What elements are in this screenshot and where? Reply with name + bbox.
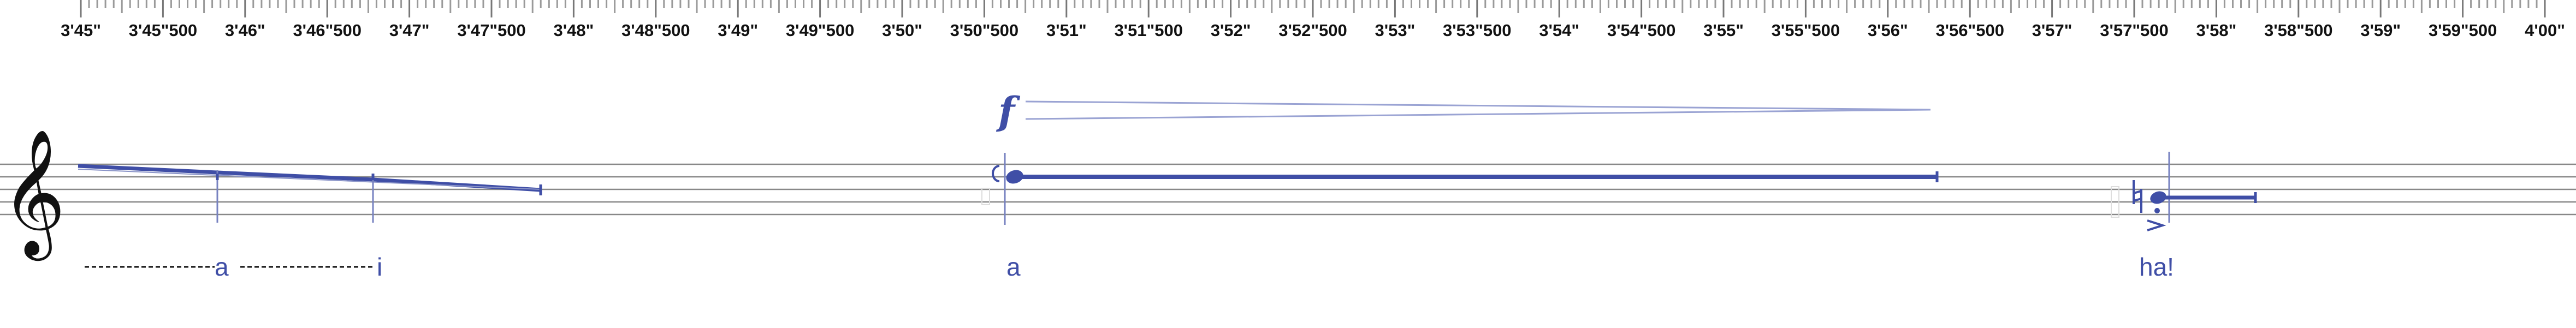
ruler-labels: 3'45" 3'45"500 3'46" 3'46"500 3'47" 3'47"500 3… xyxy=(61,21,2565,40)
ruler-label: 3'54" xyxy=(1539,21,1579,40)
glissando-shadow xyxy=(78,169,541,190)
ruler-label: 3'48" xyxy=(554,21,594,40)
ruler-label: 3'48"500 xyxy=(621,21,690,40)
ruler-label: 3'51"500 xyxy=(1114,21,1183,40)
ruler-label: 3'45" xyxy=(61,21,101,40)
ruler-label: 3'57"500 xyxy=(2100,21,2169,40)
hairpin-line xyxy=(1025,109,1931,120)
note-group-1[interactable]: a i xyxy=(78,164,542,281)
lyric-syllable: a xyxy=(215,253,229,281)
staff xyxy=(0,163,2576,216)
ruler-label: 3'56" xyxy=(1868,21,1908,40)
note-head xyxy=(1006,170,1023,184)
note-head xyxy=(2150,191,2166,204)
ruler-label: 3'52" xyxy=(1211,21,1251,40)
ruler-label: 3'47"500 xyxy=(457,21,526,40)
grace-bracket xyxy=(981,188,990,205)
ruler-label: 3'49"500 xyxy=(786,21,855,40)
note-group-2[interactable]: a xyxy=(981,153,1939,281)
ruler-label: 3'58" xyxy=(2196,21,2237,40)
ruler-label: 3'46"500 xyxy=(293,21,362,40)
staccato-dot xyxy=(2154,208,2160,213)
time-ruler: 3'45" 3'45"500 3'46" 3'46"500 3'47" 3'47"500 3… xyxy=(61,0,2565,40)
ruler-label: 3'57" xyxy=(2032,21,2072,40)
ruler-label: 3'52"500 xyxy=(1278,21,1347,40)
accent-icon xyxy=(2147,219,2166,231)
ruler-label: 3'50" xyxy=(882,21,922,40)
forte-dynamic: f xyxy=(996,88,1021,134)
ruler-label: 3'59"500 xyxy=(2429,21,2497,40)
ruler-label: 3'47" xyxy=(389,21,430,40)
natural-sign-icon xyxy=(2133,180,2142,213)
grace-bracket xyxy=(2111,186,2119,218)
ruler-label: 3'56"500 xyxy=(1935,21,2004,40)
lyric-syllable: a xyxy=(1006,253,1021,281)
ruler-label: 3'46" xyxy=(225,21,265,40)
ruler-label: 3'53" xyxy=(1375,21,1416,40)
hairpin-line xyxy=(1025,100,1931,111)
lyric-syllable: ha! xyxy=(2139,253,2174,281)
ruler-label: 3'45"500 xyxy=(129,21,198,40)
dynamic-marking[interactable]: f xyxy=(996,88,1931,134)
ruler-ticks xyxy=(80,0,2546,17)
treble-clef-icon: 𝄞 xyxy=(1,128,66,261)
ruler-label: 3'59" xyxy=(2360,21,2401,40)
ruler-label: 3'49" xyxy=(718,21,758,40)
ruler-label: 3'54"500 xyxy=(1607,21,1676,40)
ruler-label: 3'55" xyxy=(1703,21,1744,40)
ruler-label: 3'51" xyxy=(1046,21,1087,40)
ruler-label: 3'55"500 xyxy=(1772,21,1840,40)
glissando-line xyxy=(78,164,541,192)
ruler-label: 3'50"500 xyxy=(950,21,1019,40)
ruler-label: 3'53"500 xyxy=(1443,21,1512,40)
lyric-syllable: i xyxy=(377,253,382,281)
cut-time-icon xyxy=(992,165,1000,182)
ruler-label: 3'58"500 xyxy=(2264,21,2333,40)
note-group-3[interactable]: ha! xyxy=(2111,152,2257,281)
ruler-label: 4'00" xyxy=(2525,21,2565,40)
